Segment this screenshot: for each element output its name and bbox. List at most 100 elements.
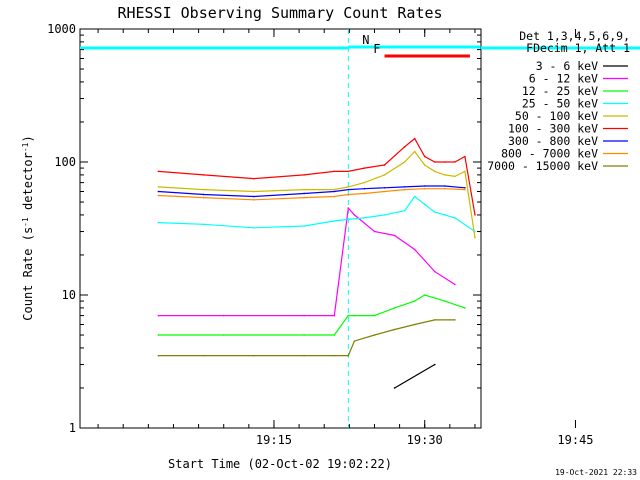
date-stamp: 19-Oct-2021 22:33 — [555, 468, 637, 477]
legend-entry: 800 - 7000 keV — [501, 147, 598, 161]
y-axis-label-text: Count Rate (s-1 detector-1) — [21, 135, 36, 320]
data-point — [222, 314, 225, 317]
data-point — [423, 185, 426, 187]
legend-header: Det 1,3,4,5,6,9, — [519, 29, 630, 43]
data-point — [454, 217, 456, 219]
data-point — [333, 195, 336, 198]
data-point — [303, 196, 305, 199]
legend-entry: 3 - 6 keV — [536, 59, 598, 73]
data-point — [383, 190, 386, 193]
data-point — [157, 194, 160, 197]
data-point — [474, 214, 476, 216]
series-line-8 — [158, 319, 455, 357]
data-point — [433, 319, 436, 321]
plot-area: NFS — [80, 29, 640, 428]
data-point — [403, 186, 406, 188]
data-point — [157, 314, 160, 317]
data-point — [433, 161, 436, 163]
data-point — [363, 192, 366, 195]
data-point — [333, 354, 336, 357]
series-line-4 — [158, 150, 476, 238]
data-point — [383, 214, 386, 216]
data-point — [202, 188, 205, 191]
data-point — [222, 334, 225, 336]
data-point — [347, 186, 350, 188]
data-point — [157, 190, 160, 193]
data-point — [454, 319, 456, 321]
data-point — [347, 207, 350, 209]
data-point — [413, 300, 416, 302]
data-point — [373, 230, 376, 233]
data-point — [444, 300, 446, 302]
series-line-2 — [158, 294, 466, 336]
data-point — [464, 188, 466, 191]
data-point — [303, 174, 305, 176]
data-point — [433, 211, 436, 213]
data-point — [423, 294, 426, 296]
data-point — [433, 170, 436, 173]
y-tick-label: 100 — [54, 155, 76, 169]
y-tick-label: 1 — [69, 421, 76, 435]
data-point — [253, 227, 255, 229]
y-axis-label: Count Rate (s-1 detector-1) — [21, 135, 36, 320]
data-point — [383, 164, 386, 166]
x-tick-label: 19:15 — [256, 433, 292, 447]
data-point — [303, 188, 305, 191]
data-point — [363, 187, 366, 190]
data-point — [347, 314, 350, 317]
chart-title: RHESSI Observing Summary Count Rates — [117, 4, 442, 22]
data-point — [303, 334, 305, 336]
legend-entry: 300 - 800 keV — [508, 134, 598, 148]
data-point — [202, 174, 205, 176]
data-point — [454, 175, 456, 178]
data-point — [403, 146, 406, 148]
data-point — [253, 177, 255, 180]
data-point — [303, 354, 305, 357]
data-point — [157, 186, 160, 188]
data-point — [303, 192, 305, 195]
data-point — [393, 234, 396, 237]
data-point — [333, 170, 336, 173]
data-point — [253, 198, 255, 201]
interval-label-f: F — [373, 42, 380, 56]
data-point — [474, 236, 476, 239]
data-point — [403, 161, 406, 163]
legend: Det 1,3,4,5,6,9,FDecim 1, Att 1 3 - 6 keV… — [487, 29, 630, 173]
data-point — [202, 354, 205, 357]
data-point — [423, 155, 426, 158]
legend-entry: 7000 - 15000 keV — [487, 159, 598, 173]
interval-label-n: N — [362, 33, 369, 47]
legend-entry: 12 - 25 keV — [522, 84, 598, 98]
x-tick-label: 19:45 — [557, 433, 593, 447]
data-point — [383, 186, 386, 189]
data-point — [157, 354, 160, 357]
data-point — [347, 188, 350, 191]
data-point — [444, 185, 446, 187]
data-point — [444, 187, 446, 190]
data-point — [333, 314, 336, 317]
data-point — [253, 195, 255, 198]
series-line-0 — [394, 363, 436, 389]
data-point — [413, 248, 416, 251]
data-point — [333, 188, 336, 191]
data-point — [413, 150, 416, 153]
data-point — [202, 223, 205, 226]
data-point — [444, 174, 446, 176]
data-point — [353, 314, 356, 317]
data-point — [303, 225, 305, 227]
y-tick-label: 10 — [62, 288, 76, 302]
data-point — [347, 354, 350, 357]
data-point — [157, 170, 160, 173]
y-tick-label: 1000 — [47, 22, 76, 36]
data-point — [383, 174, 386, 176]
plot-frame — [79, 28, 482, 429]
series-line-5 — [158, 137, 476, 216]
data-point — [433, 363, 436, 366]
data-point — [303, 314, 305, 317]
data-point — [393, 328, 396, 331]
data-point — [433, 270, 436, 273]
x-axis-label: Start Time (02-Oct-02 19:02:22) — [168, 457, 392, 471]
data-point — [464, 170, 466, 173]
data-point — [454, 283, 456, 286]
data-point — [347, 193, 350, 196]
